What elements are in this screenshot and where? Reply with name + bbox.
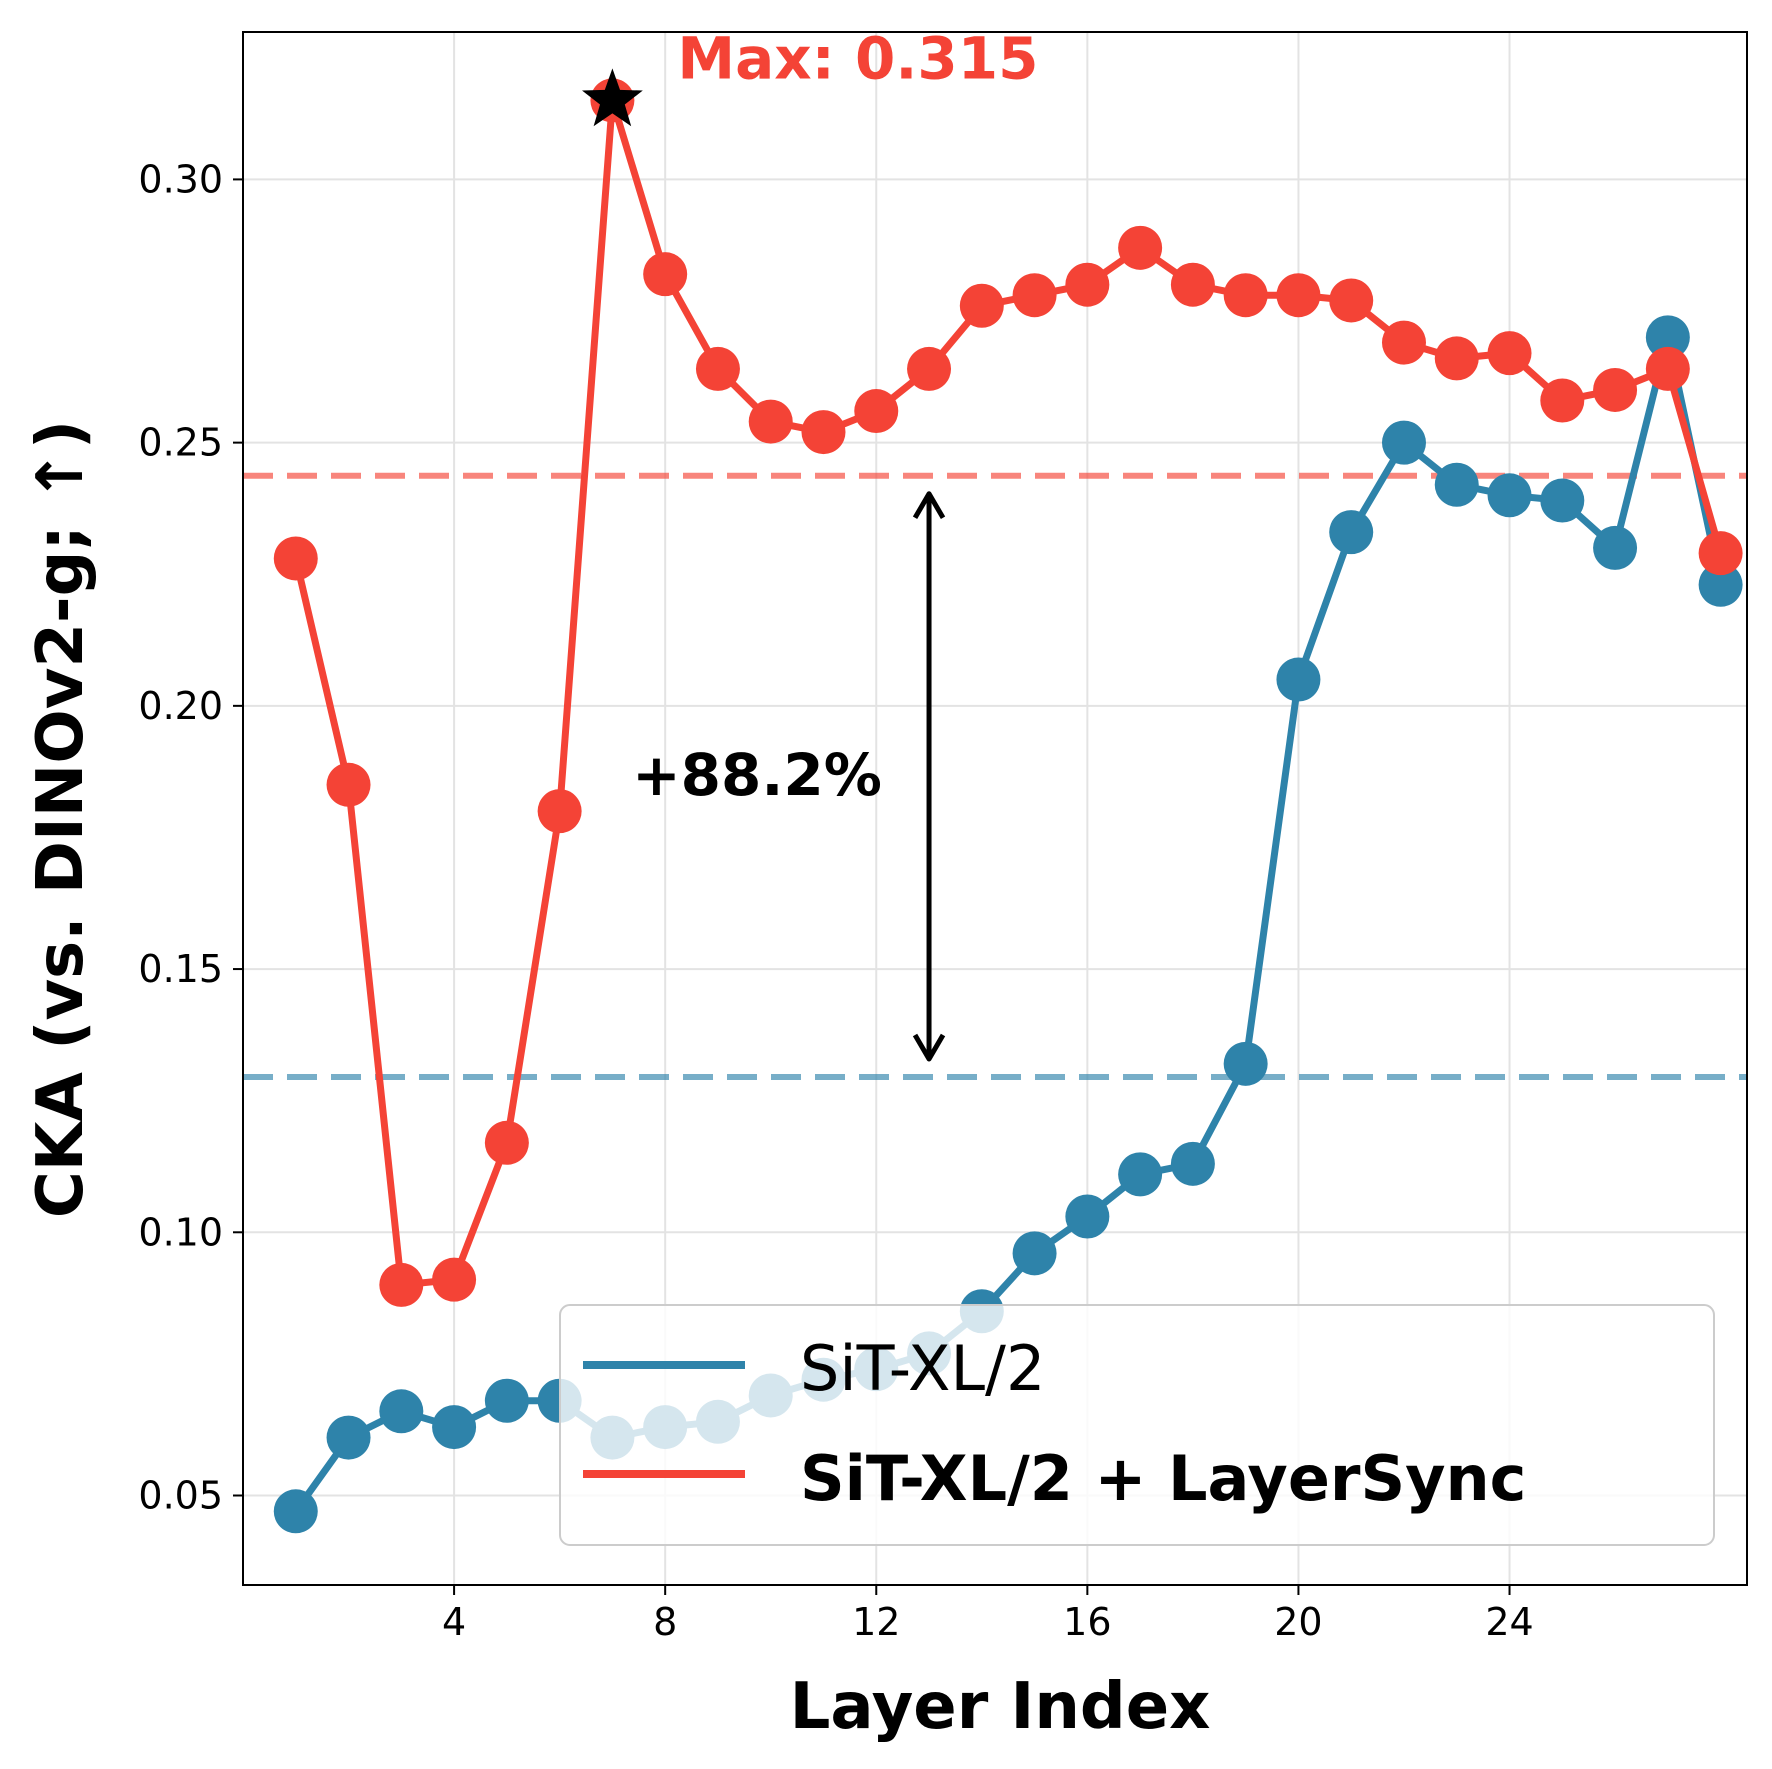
data-point-sit-xl2 (1698, 562, 1743, 607)
x-axis-label: Layer Index (790, 1670, 1211, 1744)
x-tick-label: 12 (852, 1600, 900, 1644)
data-point-layersync (1276, 273, 1321, 318)
data-point-sit-xl2 (1540, 478, 1585, 523)
x-tick-label: 16 (1063, 1600, 1111, 1644)
data-point-sit-xl2 (432, 1405, 477, 1450)
data-point-sit-xl2 (1593, 525, 1638, 570)
data-point-layersync (1012, 273, 1057, 318)
data-point-sit-xl2 (1012, 1231, 1057, 1276)
data-point-layersync (379, 1262, 424, 1307)
grid-lines (243, 32, 1747, 1585)
data-point-layersync (1645, 346, 1690, 391)
data-point-sit-xl2 (1434, 462, 1479, 507)
data-point-layersync (1487, 331, 1532, 376)
plot-frame (242, 31, 1748, 1586)
annotations: Max: 0.315 +88.2% (582, 24, 1039, 1062)
data-point-layersync (1698, 531, 1743, 576)
data-point-sit-xl2 (1065, 1194, 1110, 1239)
data-point-layersync (484, 1120, 529, 1165)
series-line-layersync (292, 96, 1724, 1289)
legend-label-sit-xl2: SiT-XL/2 (800, 1332, 1045, 1405)
data-point-sit-xl2 (1118, 1152, 1163, 1197)
gain-arrow-head-up (912, 491, 946, 520)
data-point-layersync (537, 789, 582, 834)
data-point-layersync (907, 346, 952, 391)
x-tick-label: 24 (1485, 1600, 1533, 1644)
y-tick-label: 0.10 (138, 1210, 223, 1254)
data-point-layersync (1593, 367, 1638, 412)
legend: SiT-XL/2 SiT-XL/2 + LayerSync (559, 1304, 1715, 1546)
data-point-layersync (1540, 378, 1585, 423)
data-point-layersync (273, 536, 318, 581)
data-point-sit-xl2 (1487, 473, 1532, 518)
data-point-layersync (1118, 225, 1163, 270)
x-tick-label: 4 (442, 1600, 466, 1644)
data-point-layersync (854, 389, 899, 434)
max-star-icon (582, 68, 643, 127)
data-point-layersync (801, 410, 846, 455)
data-point-sit-xl2 (273, 1489, 318, 1534)
legend-label-sit-xl2-layersync: SiT-XL/2 + LayerSync (800, 1442, 1526, 1515)
y-axis-label: CKA (vs. DINOv2-g; ↑) (24, 420, 98, 1218)
data-point-layersync (1329, 278, 1374, 323)
data-point-layersync (326, 762, 371, 807)
data-point-layersync (1434, 336, 1479, 381)
series-line-sit-xl2 (292, 333, 1725, 1514)
data-point-sit-xl2 (1381, 420, 1426, 465)
y-tick-label: 0.20 (138, 684, 223, 728)
data-point-sit-xl2 (1645, 315, 1690, 360)
data-point-sit-xl2 (484, 1378, 529, 1423)
data-point-layersync (695, 346, 740, 391)
data-point-sit-xl2 (379, 1389, 424, 1434)
mean-reference-lines (243, 472, 1747, 1080)
y-tick-label: 0.25 (138, 421, 223, 465)
data-point-layersync (1170, 262, 1215, 307)
gain-percent-label: +88.2% (632, 741, 882, 809)
data-point-sit-xl2 (326, 1415, 371, 1460)
y-tick-label: 0.15 (138, 947, 223, 991)
data-point-layersync (1381, 320, 1426, 365)
data-point-sit-xl2 (1223, 1041, 1268, 1086)
data-point-sit-xl2 (1276, 657, 1321, 702)
legend-box (559, 1304, 1715, 1546)
data-point-layersync (959, 283, 1004, 328)
y-tick-label: 0.05 (138, 1474, 223, 1518)
data-point-sit-xl2 (1329, 510, 1374, 555)
y-tick-label: 0.30 (138, 157, 223, 201)
data-point-sit-xl2 (1170, 1141, 1215, 1186)
data-point-layersync (643, 252, 688, 297)
data-point-layersync (1223, 273, 1268, 318)
x-tick-label: 8 (653, 1600, 677, 1644)
axis-ticks: 4 8 12 16 20 24 0.05 0.10 0.15 0.20 0.25 0.30 (138, 157, 1533, 1644)
gain-arrow-head-down (912, 1033, 946, 1062)
x-tick-label: 20 (1274, 1600, 1322, 1644)
data-point-layersync (432, 1257, 477, 1302)
data-point-layersync (748, 399, 793, 444)
data-point-layersync (1065, 262, 1110, 307)
max-value-label: Max: 0.315 (677, 24, 1038, 92)
